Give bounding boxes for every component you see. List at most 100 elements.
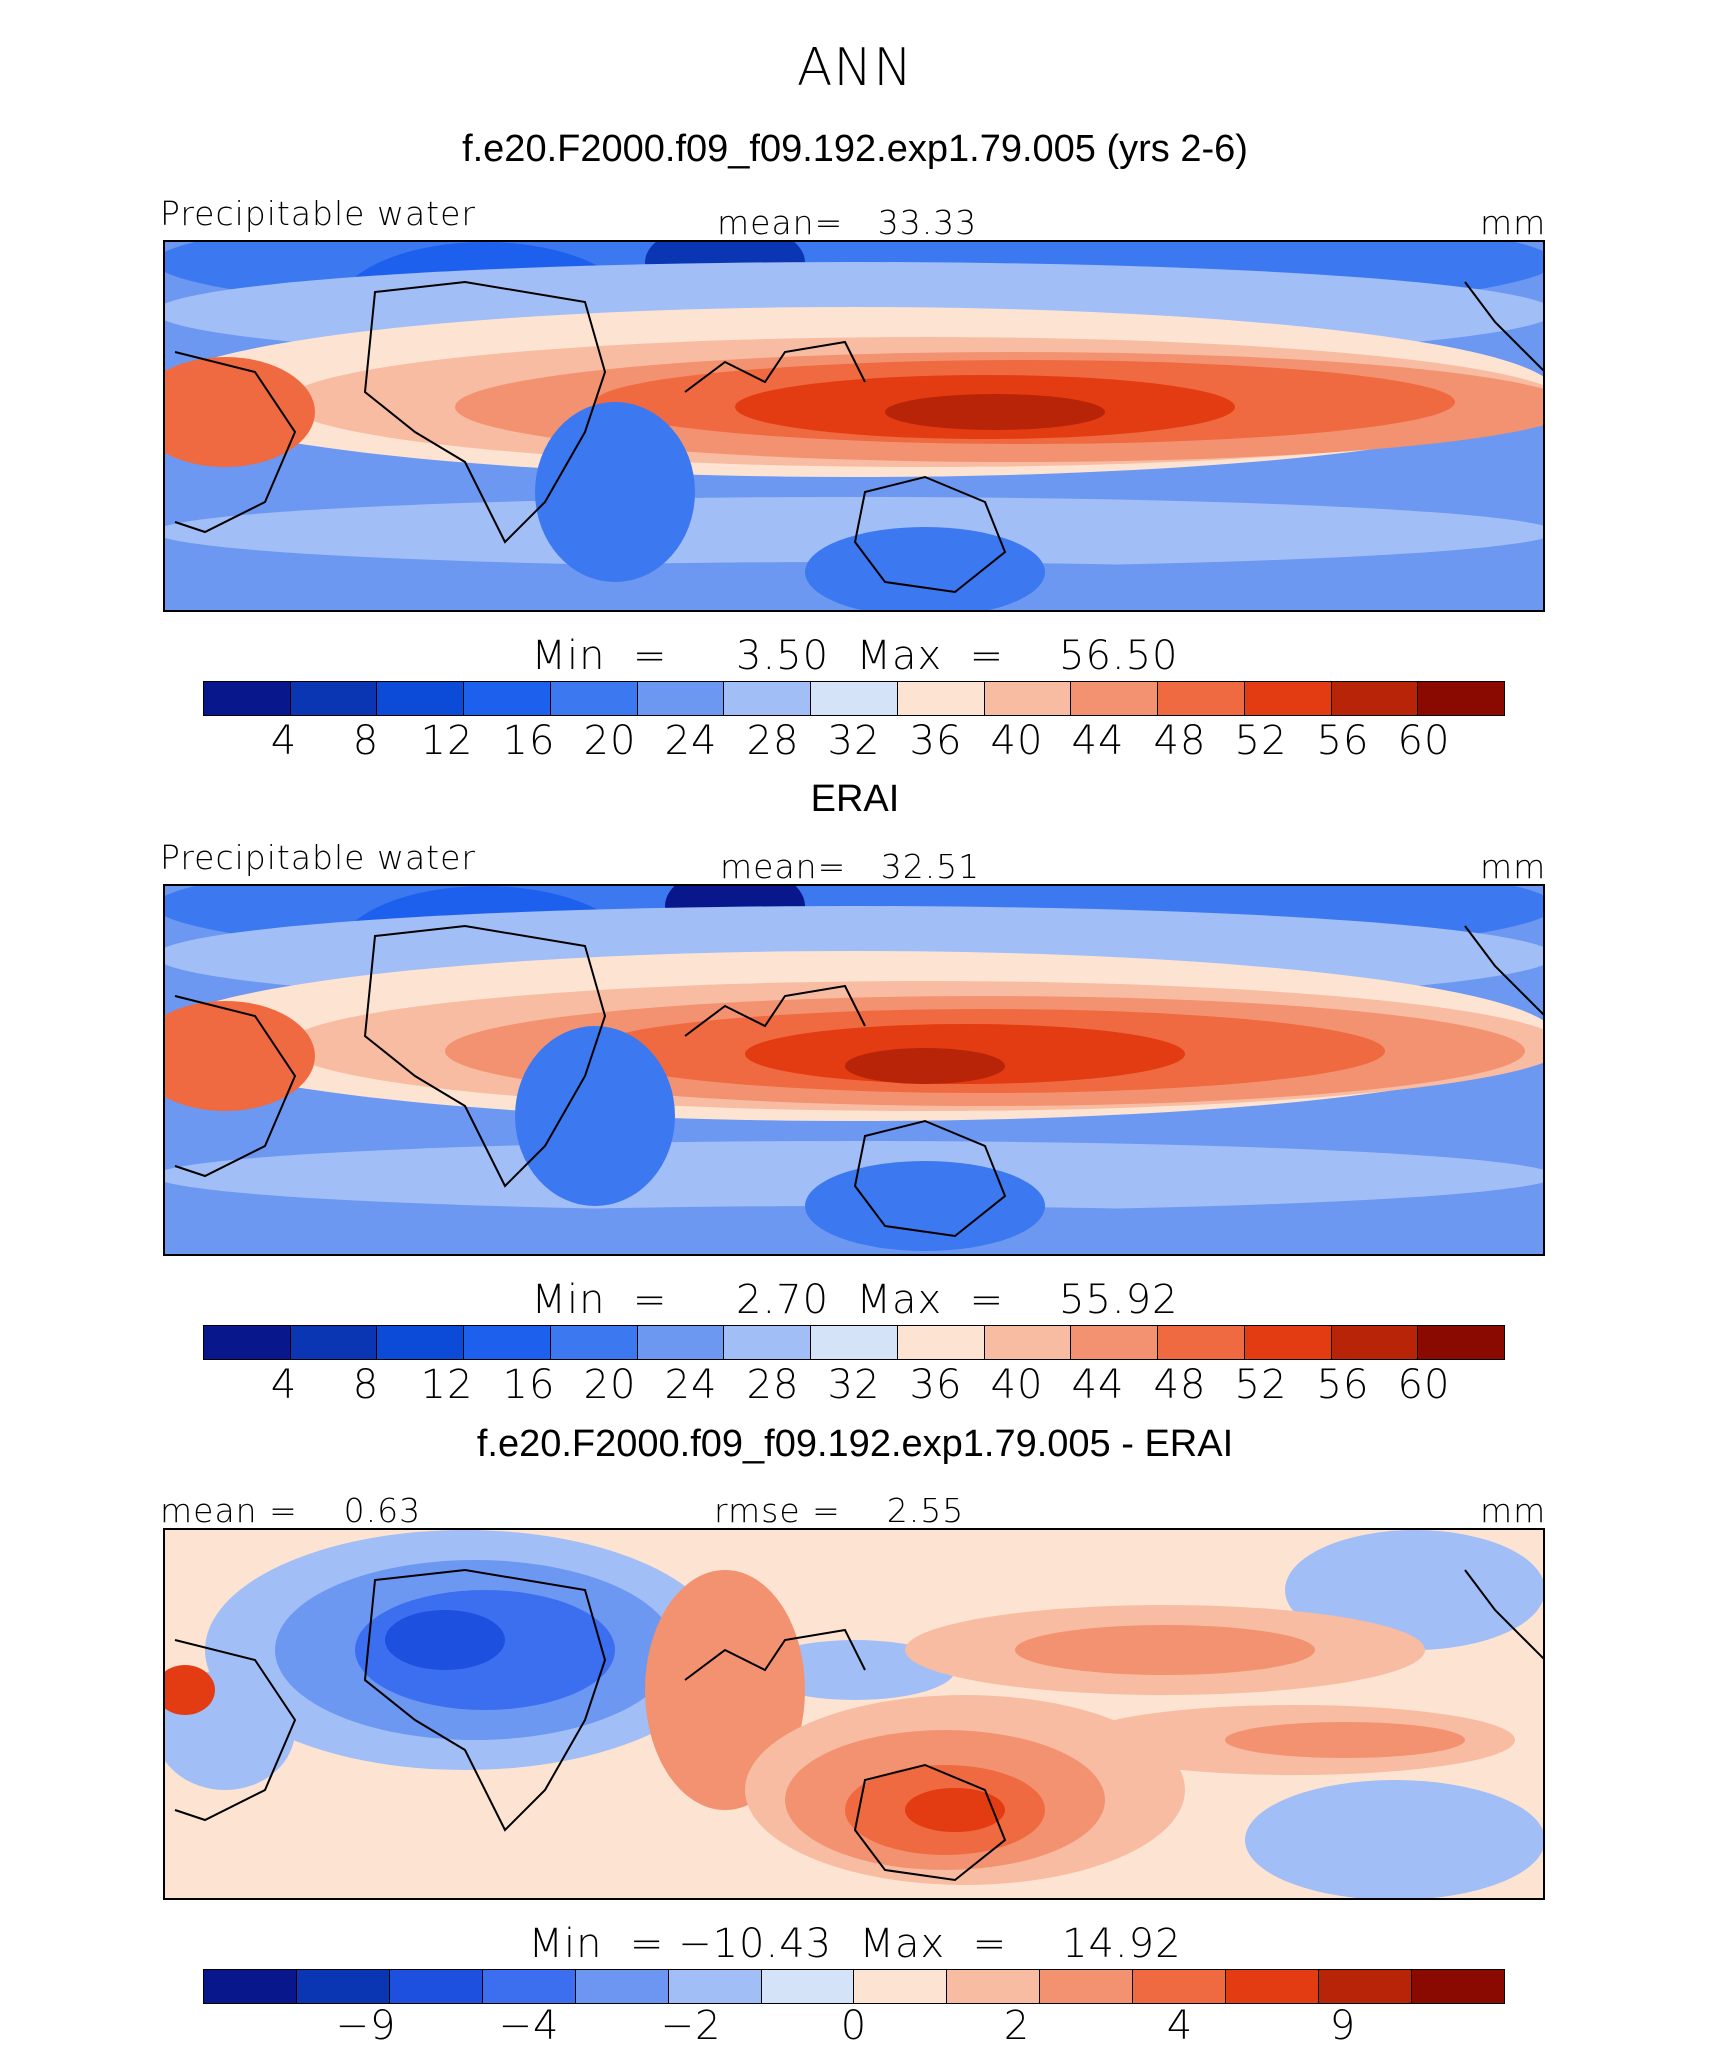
colorbar-tick-label: 12 — [420, 1362, 474, 1408]
panel-1-units-label: mm — [1480, 203, 1547, 242]
colorbar-tick-label: 16 — [502, 1362, 556, 1408]
panel-2-minmax: Min = 2.70 Max = 55.92 — [531, 1277, 1179, 1323]
panel-3-title: f.e20.F2000.f09_f09.192.exp1.79.005 - ER… — [476, 1423, 1234, 1465]
colorbar-swatch — [1158, 1326, 1245, 1359]
panel-1-variable-label: Precipitable water — [160, 194, 476, 233]
colorbar-tick-label: 32 — [827, 1362, 881, 1408]
colorbar-tick-label: 9 — [1329, 2003, 1357, 2049]
panel-1-title: f.e20.F2000.f09_f09.192.exp1.79.005 (yrs… — [462, 128, 1248, 170]
colorbar-swatch — [482, 1970, 576, 2003]
colorbar-swatch — [637, 682, 725, 715]
colorbar-tick-label: 20 — [583, 1362, 637, 1408]
colorbar-swatch — [1071, 1326, 1159, 1359]
panel-3-units-label: mm — [1480, 1491, 1547, 1530]
colorbar-swatch — [1244, 1326, 1332, 1359]
colorbar-tick-label: 36 — [909, 1362, 963, 1408]
colorbar-swatch — [1418, 682, 1505, 715]
colorbar-swatch — [854, 1970, 948, 2003]
colorbar-swatch — [984, 1326, 1072, 1359]
colorbar-swatch — [1319, 1970, 1412, 2003]
colorbar-tick-label: 52 — [1234, 718, 1288, 764]
colorbar-tick-label: 2 — [1003, 2003, 1031, 2049]
colorbar-swatch — [464, 682, 551, 715]
colorbar-tick-label: 20 — [583, 718, 637, 764]
colorbar-swatch — [811, 682, 898, 715]
colorbar-tick-label: 40 — [990, 1362, 1044, 1408]
panel-2-map — [163, 884, 1545, 1256]
colorbar-tick-label: 24 — [664, 1362, 718, 1408]
colorbar-tick-label: 44 — [1071, 1362, 1125, 1408]
panel-1-colorbar — [203, 681, 1505, 716]
panel-1-mean-label: mean= 33.33 — [717, 203, 978, 242]
colorbar-swatch — [1133, 1970, 1227, 2003]
panel-3-colorbar — [203, 1969, 1505, 2004]
colorbar-tick-label: 8 — [352, 1362, 380, 1408]
panel-1-map — [163, 240, 1545, 612]
colorbar-tick-label: 56 — [1316, 1362, 1370, 1408]
panel-2-units-label: mm — [1480, 847, 1547, 886]
colorbar-tick-label: 24 — [664, 718, 718, 764]
colorbar-swatch — [668, 1970, 762, 2003]
colorbar-swatch — [1244, 682, 1332, 715]
colorbar-swatch — [389, 1970, 483, 2003]
colorbar-tick-label: 4 — [270, 1362, 298, 1408]
panel-3-minmax: Min = −10.43 Max = 14.92 — [528, 1921, 1182, 1967]
colorbar-swatch — [811, 1326, 898, 1359]
colorbar-tick-label: 0 — [840, 2003, 868, 2049]
colorbar-tick-label: 12 — [420, 718, 474, 764]
colorbar-tick-label: 16 — [502, 718, 556, 764]
panel-3-colorbar-ticks: −9 −4 −2 0 2 4 9 — [0, 2003, 1710, 2051]
colorbar-swatch — [377, 682, 465, 715]
colorbar-tick-label: 44 — [1071, 718, 1125, 764]
colorbar-tick-label: 56 — [1316, 718, 1370, 764]
colorbar-swatch — [290, 1326, 378, 1359]
colorbar-tick-label: −4 — [498, 2003, 560, 2049]
colorbar-swatch — [724, 682, 812, 715]
colorbar-swatch — [1226, 1970, 1320, 2003]
colorbar-swatch — [575, 1970, 669, 2003]
panel-2-title: ERAI — [810, 778, 900, 820]
colorbar-swatch — [1411, 1970, 1504, 2003]
colorbar-tick-label: 60 — [1397, 718, 1451, 764]
colorbar-tick-label: 48 — [1153, 1362, 1207, 1408]
colorbar-tick-label: 52 — [1234, 1362, 1288, 1408]
panel-1-minmax: Min = 3.50 Max = 56.50 — [531, 633, 1179, 679]
colorbar-tick-label: 8 — [352, 718, 380, 764]
colorbar-tick-label: −9 — [335, 2003, 397, 2049]
colorbar-swatch — [724, 1326, 812, 1359]
colorbar-tick-label: 28 — [746, 718, 800, 764]
colorbar-swatch — [637, 1326, 725, 1359]
colorbar-swatch — [550, 682, 638, 715]
colorbar-tick-label: 60 — [1397, 1362, 1451, 1408]
colorbar-swatch — [1071, 682, 1159, 715]
colorbar-swatch — [1418, 1326, 1505, 1359]
panel-3-mean-label: mean = 0.63 — [160, 1491, 422, 1530]
colorbar-tick-label: 4 — [270, 718, 298, 764]
colorbar-swatch — [897, 1326, 985, 1359]
panel-2-variable-label: Precipitable water — [160, 838, 476, 877]
colorbar-swatch — [550, 1326, 638, 1359]
colorbar-tick-label: 48 — [1153, 718, 1207, 764]
colorbar-swatch — [897, 682, 985, 715]
colorbar-swatch — [464, 1326, 551, 1359]
colorbar-swatch — [761, 1970, 855, 2003]
colorbar-swatch — [296, 1970, 390, 2003]
colorbar-tick-label: −2 — [660, 2003, 722, 2049]
colorbar-swatch — [947, 1970, 1041, 2003]
colorbar-swatch — [1331, 1326, 1419, 1359]
colorbar-swatch — [1040, 1970, 1134, 2003]
figure-title: ANN — [796, 38, 914, 98]
colorbar-swatch — [984, 682, 1072, 715]
colorbar-tick-label: 40 — [990, 718, 1044, 764]
colorbar-swatch — [204, 682, 291, 715]
panel-2-colorbar — [203, 1325, 1505, 1360]
colorbar-swatch — [1158, 682, 1245, 715]
colorbar-swatch — [1331, 682, 1419, 715]
colorbar-tick-label: 28 — [746, 1362, 800, 1408]
colorbar-tick-label: 4 — [1166, 2003, 1194, 2049]
panel-3-rmse-label: rmse = 2.55 — [714, 1491, 965, 1530]
panel-1-colorbar-ticks: 4 8 12 16 20 24 28 32 36 40 44 48 52 56 … — [0, 718, 1710, 766]
colorbar-swatch — [377, 1326, 465, 1359]
colorbar-tick-label: 36 — [909, 718, 963, 764]
colorbar-swatch — [204, 1970, 297, 2003]
